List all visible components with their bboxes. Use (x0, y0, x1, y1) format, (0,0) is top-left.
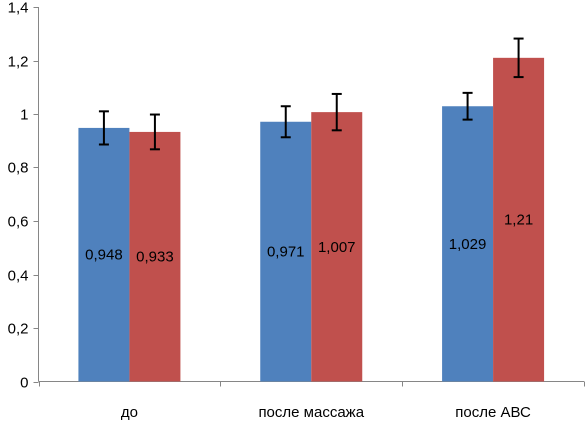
error-bars (98, 37, 524, 151)
y-tick-label: 1,2 (8, 54, 29, 71)
y-tick-label: 1 (20, 107, 28, 124)
bar (442, 106, 494, 382)
y-tick-label: 1,4 (8, 0, 29, 17)
y-tick-label: 0,2 (8, 321, 29, 338)
data-labels: 0,948 0,933 0,971 1,007 1,029 1,21 (85, 212, 533, 266)
data-label: 0,948 (85, 247, 123, 264)
data-label: 1,007 (318, 239, 356, 256)
bar (493, 57, 545, 382)
data-label: 0,971 (267, 244, 305, 261)
y-tick-label: 0 (20, 375, 28, 392)
data-label: 1,21 (504, 212, 533, 229)
y-axis: 0 0,2 0,4 0,6 0,8 1 1,2 1,4 (8, 0, 39, 392)
y-tick-label: 0,6 (8, 214, 29, 231)
x-category-label: до (121, 404, 138, 421)
y-tick-label: 0,4 (8, 268, 29, 285)
x-category-label: после АВС (455, 404, 531, 421)
x-axis: до после массажа после АВС (38, 381, 585, 421)
data-label: 1,029 (449, 236, 487, 253)
bar (260, 121, 312, 382)
bar (78, 127, 130, 382)
bar (129, 131, 181, 382)
bar (311, 112, 363, 382)
y-tick-label: 0,8 (8, 160, 29, 177)
data-label: 0,933 (136, 249, 174, 266)
bars (78, 57, 545, 382)
x-category-label: после массажа (258, 404, 364, 421)
